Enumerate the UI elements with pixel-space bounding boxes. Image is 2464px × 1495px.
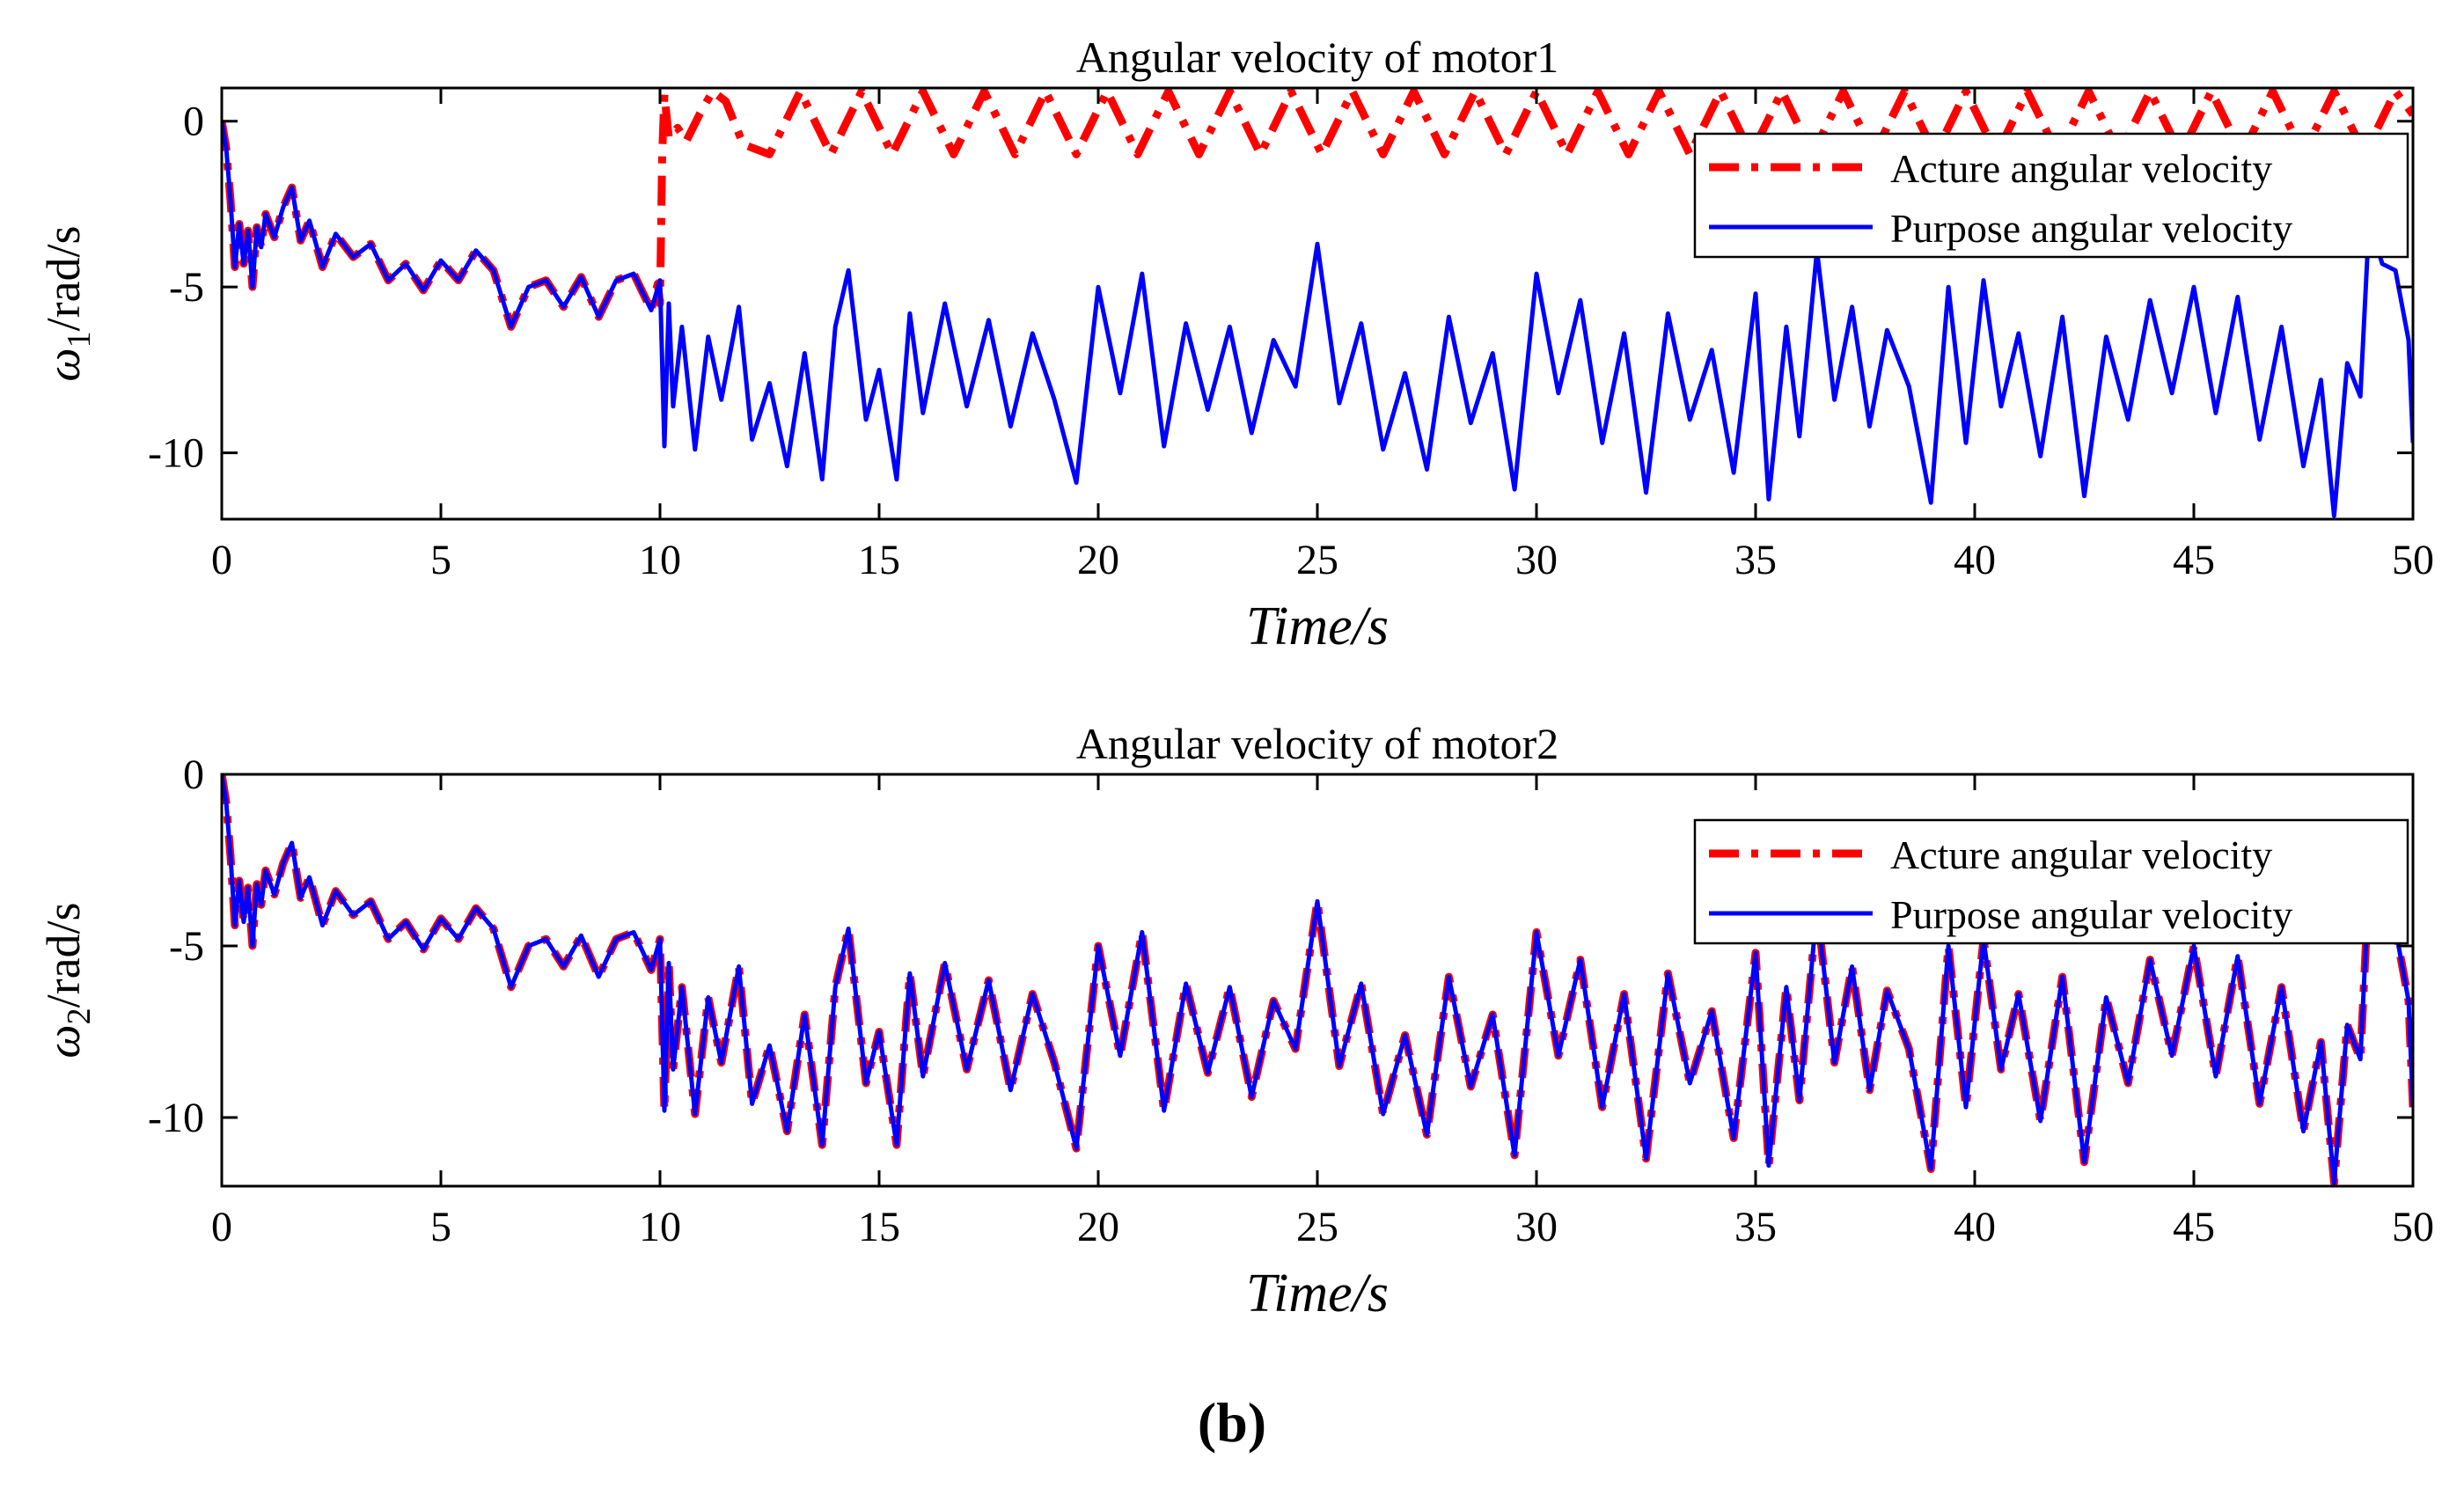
y-axis-label-unit: /rad/s bbox=[37, 902, 90, 1008]
x-tick-label: 40 bbox=[1954, 1204, 1996, 1250]
y-tick-label: 0 bbox=[183, 99, 204, 145]
x-tick-label: 35 bbox=[1734, 537, 1777, 583]
y-axis-label-unit: /rad/s bbox=[37, 225, 90, 331]
series-group bbox=[222, 774, 2413, 1186]
x-tick-label: 30 bbox=[1515, 537, 1558, 583]
legend-box bbox=[1693, 132, 2409, 259]
y-tick-label: -5 bbox=[169, 923, 204, 970]
legend-entry: Acture angular velocity bbox=[1890, 832, 2272, 877]
y-axis-label-symbol: ω bbox=[37, 348, 90, 381]
x-axis-label: Time/s bbox=[1246, 1264, 1389, 1323]
chart-title: Angular velocity of motor1 bbox=[1076, 33, 1559, 82]
legend: Acture angular velocity Purpose angular v… bbox=[1693, 132, 2409, 259]
x-tick-label: 20 bbox=[1077, 1204, 1119, 1250]
y-tick-label: 0 bbox=[183, 751, 204, 798]
y-tick-label: -10 bbox=[148, 1095, 204, 1141]
y-tick-label: -10 bbox=[148, 430, 204, 477]
x-tick-label: 0 bbox=[211, 1204, 232, 1250]
x-tick-label: 15 bbox=[858, 537, 900, 583]
series-group bbox=[222, 88, 2413, 518]
series-line-purpose bbox=[222, 121, 2413, 518]
legend-entry: Purpose angular velocity bbox=[1890, 206, 2292, 251]
x-tick-label: 20 bbox=[1077, 537, 1119, 583]
y-axis-label: ω1/rad/s bbox=[37, 225, 98, 381]
legend-entry: Purpose angular velocity bbox=[1890, 892, 2292, 937]
x-tick-label: 5 bbox=[430, 1204, 451, 1250]
x-tick-label: 25 bbox=[1296, 537, 1338, 583]
x-tick-label: 0 bbox=[211, 537, 232, 583]
x-axis-label: Time/s bbox=[1246, 597, 1389, 656]
y-axis-label-subscript: 1 bbox=[61, 331, 98, 348]
legend-entry: Acture angular velocity bbox=[1890, 146, 2272, 191]
y-tick-label: -5 bbox=[169, 264, 204, 311]
chart-title: Angular velocity of motor2 bbox=[1076, 719, 1559, 768]
figure-label: (b) bbox=[1197, 1391, 1267, 1454]
x-tick-label: 30 bbox=[1515, 1204, 1558, 1250]
x-tick-label: 50 bbox=[2392, 537, 2434, 583]
x-tick-label: 50 bbox=[2392, 1204, 2434, 1250]
x-tick-label: 45 bbox=[2173, 1204, 2215, 1250]
x-tick-label: 40 bbox=[1954, 537, 1996, 583]
legend-box bbox=[1693, 818, 2409, 945]
legend: Acture angular velocity Purpose angular v… bbox=[1693, 818, 2409, 945]
x-tick-label: 10 bbox=[639, 537, 681, 583]
series-line-purpose bbox=[222, 774, 2413, 1185]
y-axis-label-subscript: 2 bbox=[61, 1008, 98, 1024]
x-tick-label: 15 bbox=[858, 1204, 900, 1250]
x-tick-label: 35 bbox=[1734, 1204, 1777, 1250]
y-axis-label: ω2/rad/s bbox=[37, 902, 98, 1058]
x-tick-label: 45 bbox=[2173, 537, 2215, 583]
y-axis-label-symbol: ω bbox=[37, 1024, 90, 1058]
x-tick-label: 5 bbox=[430, 537, 451, 583]
x-tick-label: 10 bbox=[639, 1204, 681, 1250]
x-tick-label: 25 bbox=[1296, 1204, 1338, 1250]
